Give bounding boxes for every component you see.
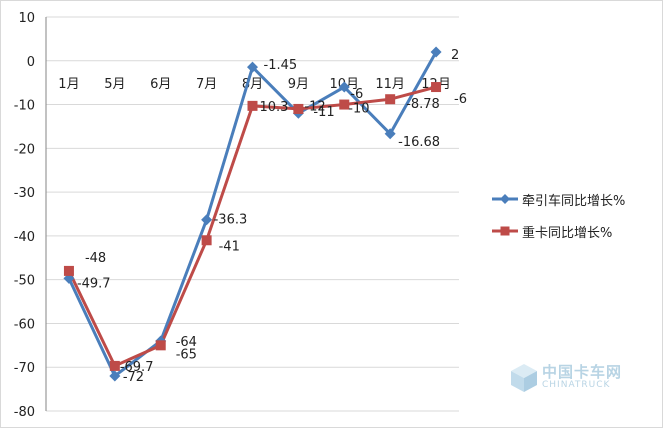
y-tick-label: 0 (27, 55, 35, 70)
tractor-point-marker (247, 61, 258, 73)
x-tick-label: 9月 (288, 77, 309, 92)
heavy-truck-data-label: -6 (454, 92, 467, 107)
tractor-data-label: 2 (451, 48, 459, 63)
heavy-truck-point-marker (63, 265, 74, 276)
legend-item-heavy-truck: 重卡同比增长% (492, 221, 625, 241)
tractor-data-label: -12 (304, 99, 325, 114)
legend-label-heavy-truck: 重卡同比增长% (522, 225, 613, 241)
y-tick-label: -50 (14, 274, 35, 289)
heavy-truck-point-marker (109, 360, 120, 371)
heavy-truck-data-label: 10.3 (260, 100, 289, 115)
legend-swatch-diamond-icon (492, 194, 518, 204)
tractor-data-label: -72 (123, 370, 144, 385)
y-tick-label: -80 (14, 405, 35, 420)
heavy-truck-data-label: -65 (176, 347, 197, 362)
heavy-truck-data-label: -41 (219, 239, 240, 254)
heavy-truck-point-marker (201, 235, 212, 246)
heavy-truck-point-marker (247, 100, 258, 111)
legend: 牵引车同比增长% 重卡同比增长% (492, 189, 625, 253)
tractor-data-label: -1.45 (264, 58, 298, 73)
heavy-truck-point-marker (431, 82, 442, 93)
legend-swatch-square-icon (492, 226, 518, 236)
watermark-subtitle: CHINATRUCK (542, 380, 611, 390)
heavy-truck-point-marker (155, 340, 166, 351)
tractor-point-marker (109, 370, 121, 382)
heavy-truck-data-label: -11 (313, 105, 334, 120)
tractor-data-label: -49.7 (77, 276, 111, 291)
heavy-truck-data-label: -48 (85, 251, 106, 266)
x-tick-label: 5月 (104, 77, 125, 92)
heavy-truck-point-marker (293, 103, 304, 114)
tractor-data-label: -36.3 (214, 213, 248, 228)
heavy-truck-series-line (67, 85, 437, 368)
y-tick-label: -10 (14, 99, 35, 114)
y-tick-label: -20 (14, 142, 35, 157)
tractor-point-marker (201, 214, 213, 226)
truck-logo-icon (511, 364, 537, 392)
heavy-truck-data-label: -8.78 (406, 97, 440, 112)
x-tick-label: 1月 (58, 77, 79, 92)
y-tick-label: -30 (14, 186, 35, 201)
heavy-truck-point-marker (339, 99, 350, 110)
tractor-data-label: -6 (350, 87, 363, 102)
x-tick-label: 7月 (196, 77, 217, 92)
y-tick-label: -70 (14, 361, 35, 376)
x-tick-label: 6月 (150, 77, 171, 92)
legend-item-tractor: 牵引车同比增长% (492, 189, 625, 209)
x-tick-label: 11月 (375, 77, 405, 92)
tractor-point-marker (338, 81, 350, 93)
tractor-data-label: -64 (176, 335, 197, 350)
tractor-point-marker (384, 128, 396, 140)
watermark-title: 中国卡车网 (542, 363, 623, 381)
legend-label-tractor: 牵引车同比增长% (522, 193, 626, 209)
y-tick-label: -60 (14, 317, 35, 332)
tractor-point-marker (430, 46, 442, 58)
heavy-truck-point-marker (385, 94, 396, 105)
y-tick-label: -40 (14, 230, 35, 245)
heavy-truck-data-label: -69.7 (120, 360, 154, 375)
tractor-data-label: -16.68 (398, 135, 440, 150)
y-tick-label: 10 (18, 11, 35, 26)
watermark-logo: 中国卡车网 CHINATRUCK (506, 359, 636, 409)
heavy-truck-data-label: -10 (348, 102, 369, 117)
